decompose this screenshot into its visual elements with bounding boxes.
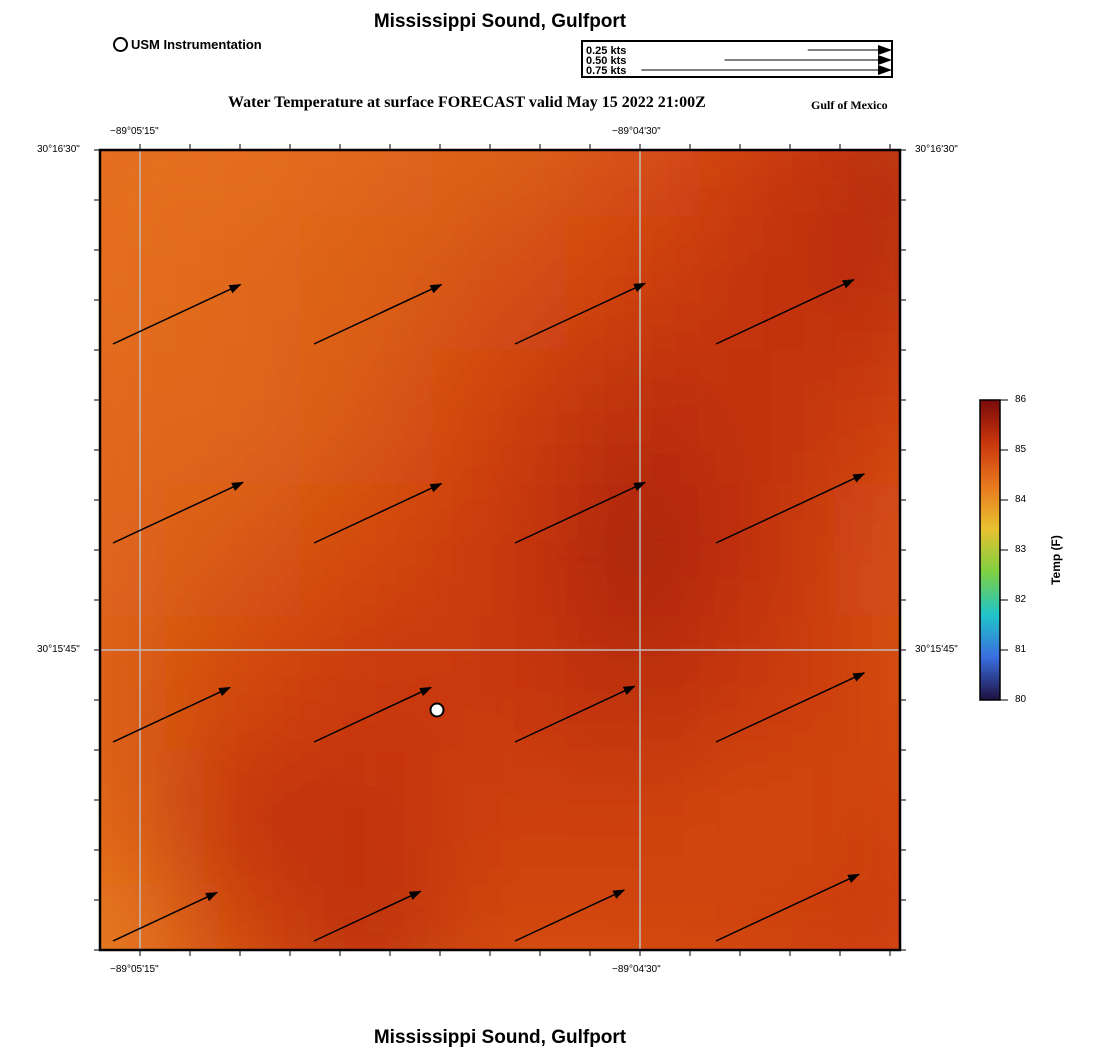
- colorbar-tick-label: 84: [1015, 494, 1027, 505]
- current-vector-arrow: [112, 481, 244, 544]
- temperature-cell: [700, 150, 834, 217]
- temperature-cell: [433, 350, 567, 484]
- temperature-cell: [300, 483, 434, 617]
- lat-tick-label-left-2: 30°15'45": [37, 644, 80, 655]
- current-vector-arrow: [313, 686, 432, 743]
- colorbar-tick-label: 86: [1015, 394, 1027, 405]
- temperature-cell: [566, 216, 700, 350]
- colorbar-tick-label: 81: [1015, 644, 1027, 655]
- temperature-field: [100, 150, 900, 950]
- colorbar-tick-label: 83: [1015, 544, 1027, 555]
- temperature-cell: [300, 616, 434, 750]
- temperature-cell: [566, 616, 700, 750]
- temperature-cell: [100, 216, 167, 350]
- lon-tick-label-top-2: −89°04'30": [612, 126, 661, 137]
- temperature-cell: [100, 616, 167, 750]
- vector-key-label: 0.25 kts: [586, 45, 626, 57]
- lon-tick-label-bottom-2: −89°04'30": [612, 964, 661, 975]
- temperature-cell: [700, 350, 834, 484]
- current-vector-arrow: [313, 482, 443, 544]
- temperature-cell: [100, 483, 167, 617]
- frame-ticks: [94, 144, 906, 956]
- temperature-cell: [566, 483, 700, 617]
- temperature-cell: [100, 150, 167, 217]
- current-vector-arrow: [313, 890, 422, 942]
- temperature-cell: [100, 750, 167, 884]
- vector-key-label: 0.75 kts: [586, 65, 626, 77]
- map-footer-title: Mississippi Sound, Gulfport: [373, 1027, 627, 1048]
- temperature-cell: [833, 350, 900, 484]
- temperature-cell: [300, 350, 434, 484]
- map-header-title: Mississippi Sound, Gulfport: [373, 11, 627, 32]
- map-title: Water Temperature at surface FORECAST va…: [228, 94, 706, 111]
- temperature-cell: [700, 616, 834, 750]
- current-vector-arrow: [112, 686, 231, 743]
- temperature-cell: [566, 150, 700, 217]
- temperature-cell: [300, 150, 434, 217]
- current-vectors: [112, 279, 866, 942]
- current-vector-arrow: [514, 889, 626, 942]
- temperature-cell: [100, 883, 167, 950]
- temperature-cell: [166, 150, 300, 217]
- temperature-cell: [833, 883, 900, 950]
- temperature-cell: [166, 750, 300, 884]
- colorbar-tick-label: 80: [1015, 694, 1027, 705]
- lon-tick-label-bottom-1: −89°05'15": [110, 964, 159, 975]
- temperature-cell: [700, 216, 834, 350]
- lat-tick-label-right-2: 30°15'45": [915, 644, 958, 655]
- temperature-cell: [700, 750, 834, 884]
- current-vector-arrow: [313, 283, 443, 345]
- temperature-cell: [166, 616, 300, 750]
- colorbar-label-wrap: Temp (F): [1036, 535, 1076, 585]
- temperature-cell: [833, 483, 900, 617]
- temperature-cell: [433, 883, 567, 950]
- colorbar-tick-label: 82: [1015, 594, 1027, 605]
- station-legend-label: USM Instrumentation: [131, 37, 262, 52]
- lon-tick-label-top-1: −89°05'15": [110, 126, 159, 137]
- temperature-cell: [433, 616, 567, 750]
- lat-tick-label-left-1: 30°16'30": [37, 144, 80, 155]
- temperature-cell: [300, 216, 434, 350]
- temperature-cell: [833, 616, 900, 750]
- current-vector-arrow: [514, 685, 636, 743]
- usm-station-marker[interactable]: [429, 702, 445, 718]
- temperature-cell: [300, 750, 434, 884]
- temperature-cell: [833, 150, 900, 217]
- station-legend: USM Instrumentation: [113, 37, 262, 52]
- colorbar-label: Temp (F): [1049, 535, 1063, 585]
- current-vector-arrow: [112, 891, 218, 942]
- lat-tick-label-right-1: 30°16'30": [915, 144, 958, 155]
- temperature-cell: [433, 216, 567, 350]
- current-vector-arrow: [715, 473, 866, 544]
- current-vector-arrow: [715, 873, 860, 942]
- temperature-cell: [433, 150, 567, 217]
- current-vector-arrow: [112, 283, 242, 345]
- temperature-cell: [433, 750, 567, 884]
- current-vector-arrow: [715, 279, 855, 345]
- temperature-cell: [166, 350, 300, 484]
- vector-key-label: 0.50 kts: [586, 55, 626, 67]
- temperature-cell: [566, 883, 700, 950]
- temperature-cell: [100, 350, 167, 484]
- colorbar-tick-label: 85: [1015, 444, 1027, 455]
- temperature-cell: [433, 483, 567, 617]
- region-label: Gulf of Mexico: [811, 98, 888, 112]
- temperature-cell: [166, 883, 300, 950]
- temperature-cell: [833, 750, 900, 884]
- temperature-cell: [566, 750, 700, 884]
- current-vector-arrow: [715, 672, 866, 743]
- current-vector-arrow: [514, 481, 646, 544]
- temperature-cell: [166, 483, 300, 617]
- current-vector-arrow: [514, 282, 646, 345]
- temperature-cell: [700, 483, 834, 617]
- open-circle-icon: [113, 37, 128, 52]
- colorbar: [979, 399, 1008, 701]
- temperature-cell: [566, 350, 700, 484]
- temperature-cell: [166, 216, 300, 350]
